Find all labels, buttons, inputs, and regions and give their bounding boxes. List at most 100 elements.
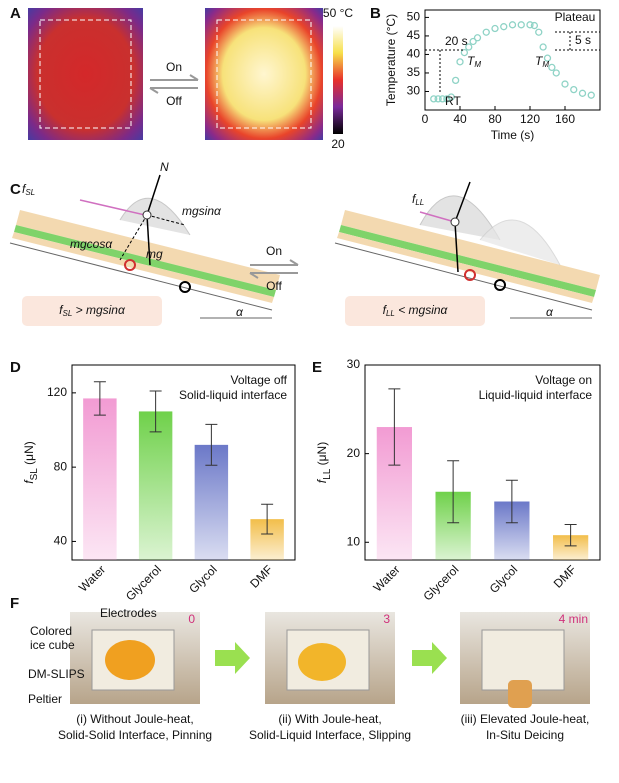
time-label: 0 (188, 612, 195, 626)
arrow-n (454, 181, 471, 223)
error-bar (505, 479, 518, 524)
point (543, 54, 552, 62)
droplet (119, 197, 191, 236)
center (142, 210, 152, 220)
panel-label: A (10, 5, 21, 22)
annotation: 5 s (575, 33, 591, 47)
time-label: 3 (383, 612, 390, 626)
caption: (ii) With Joule-heat, (278, 712, 381, 726)
point (447, 93, 455, 101)
x-tick-label: 0 (422, 112, 429, 126)
x-tick-label: Water (371, 562, 403, 594)
point (535, 28, 543, 36)
y-tick-label: 30 (347, 357, 361, 371)
colorbar-max: 50 °C (323, 6, 353, 20)
annotation: Voltage on (535, 373, 592, 387)
point (482, 28, 490, 36)
caption: In-Situ Deicing (486, 728, 564, 742)
error-bar (205, 423, 218, 466)
point (526, 21, 534, 29)
bar (83, 398, 117, 560)
fsl-label: fSL (22, 182, 35, 197)
x-tick-label: Water (76, 562, 108, 594)
point (438, 95, 447, 103)
center (450, 217, 460, 227)
x-tick-label: 40 (453, 112, 467, 126)
plot-frame (364, 364, 601, 561)
point (552, 69, 560, 77)
heatmap-on (205, 8, 323, 140)
electrodes-label: Electrodes (100, 606, 157, 620)
arrow-mgsin (146, 214, 186, 226)
x-tick-label: 160 (555, 112, 575, 126)
point (508, 21, 517, 29)
arrow-mg (146, 214, 151, 266)
x-tick-label: 120 (520, 112, 540, 126)
panel-f: Electrodes Colored ice cube DM-SLIPS Pel… (28, 606, 590, 742)
point (465, 43, 473, 51)
y-tick-label: 40 (407, 47, 421, 61)
error-bar (564, 524, 577, 547)
pivot (464, 269, 476, 281)
error-bar (149, 390, 162, 433)
error-bar (261, 503, 274, 535)
point (517, 21, 525, 29)
arrow (249, 272, 298, 279)
layer (12, 232, 274, 303)
panel-label: E (312, 359, 322, 376)
y-axis-label-sub: LL (322, 468, 333, 480)
y-axis-label: fSL (μN) (22, 441, 39, 483)
colorbar-min: 20 (331, 137, 345, 151)
base (9, 242, 273, 311)
base (334, 242, 593, 311)
y-axis-label-main: f (315, 478, 329, 483)
annotation: Plateau (555, 10, 596, 24)
colorbar (333, 26, 343, 134)
arrow (250, 259, 299, 266)
y-tick-label: 10 (347, 534, 361, 548)
alpha: α (236, 305, 244, 319)
arrow-fsl (79, 199, 146, 216)
outline (39, 19, 132, 129)
point (530, 21, 539, 30)
x-tick-label: Glycol (487, 562, 520, 595)
arrow-fll (419, 211, 456, 223)
heatmap-off (28, 8, 143, 140)
ice-label: Colored (30, 624, 72, 638)
arrow (215, 642, 250, 674)
y-axis-label: fLL (μN) (315, 442, 332, 483)
y-tick-label: 20 (347, 446, 361, 460)
ice-label: ice cube (30, 638, 75, 652)
fll-label: fLL (412, 192, 424, 207)
arrow (150, 74, 199, 81)
y-axis-label: Temperature (°C) (384, 14, 398, 106)
on-label: On (266, 244, 282, 258)
guide (425, 31, 600, 92)
x-tick-label: DMF (551, 562, 579, 590)
x-tick-label: DMF (247, 562, 275, 590)
y-axis-label-main: f (22, 479, 36, 484)
annotation: TM (535, 54, 549, 69)
point (434, 95, 442, 103)
y-tick-label: 40 (54, 534, 68, 548)
x-axis-label: Time (s) (491, 128, 535, 142)
panel-label: B (370, 5, 381, 22)
on-label: On (166, 60, 182, 74)
x-tick-label: Glycerol (123, 562, 164, 603)
arrow-n (146, 174, 161, 216)
x-tick-label: 80 (488, 112, 502, 126)
off-label: Off (266, 279, 282, 293)
substrate (341, 210, 600, 290)
point (430, 95, 438, 103)
plot-frame (424, 9, 601, 111)
droplet (419, 195, 501, 241)
arrow (149, 87, 198, 94)
panel-a: On Off 50 °C 20 (28, 6, 353, 151)
condition: fSL > mgsinα (59, 303, 126, 318)
point (491, 24, 499, 33)
plot-frame (71, 364, 296, 561)
y-tick-label: 30 (407, 84, 421, 98)
error-bar (447, 460, 460, 524)
layer (14, 225, 276, 297)
